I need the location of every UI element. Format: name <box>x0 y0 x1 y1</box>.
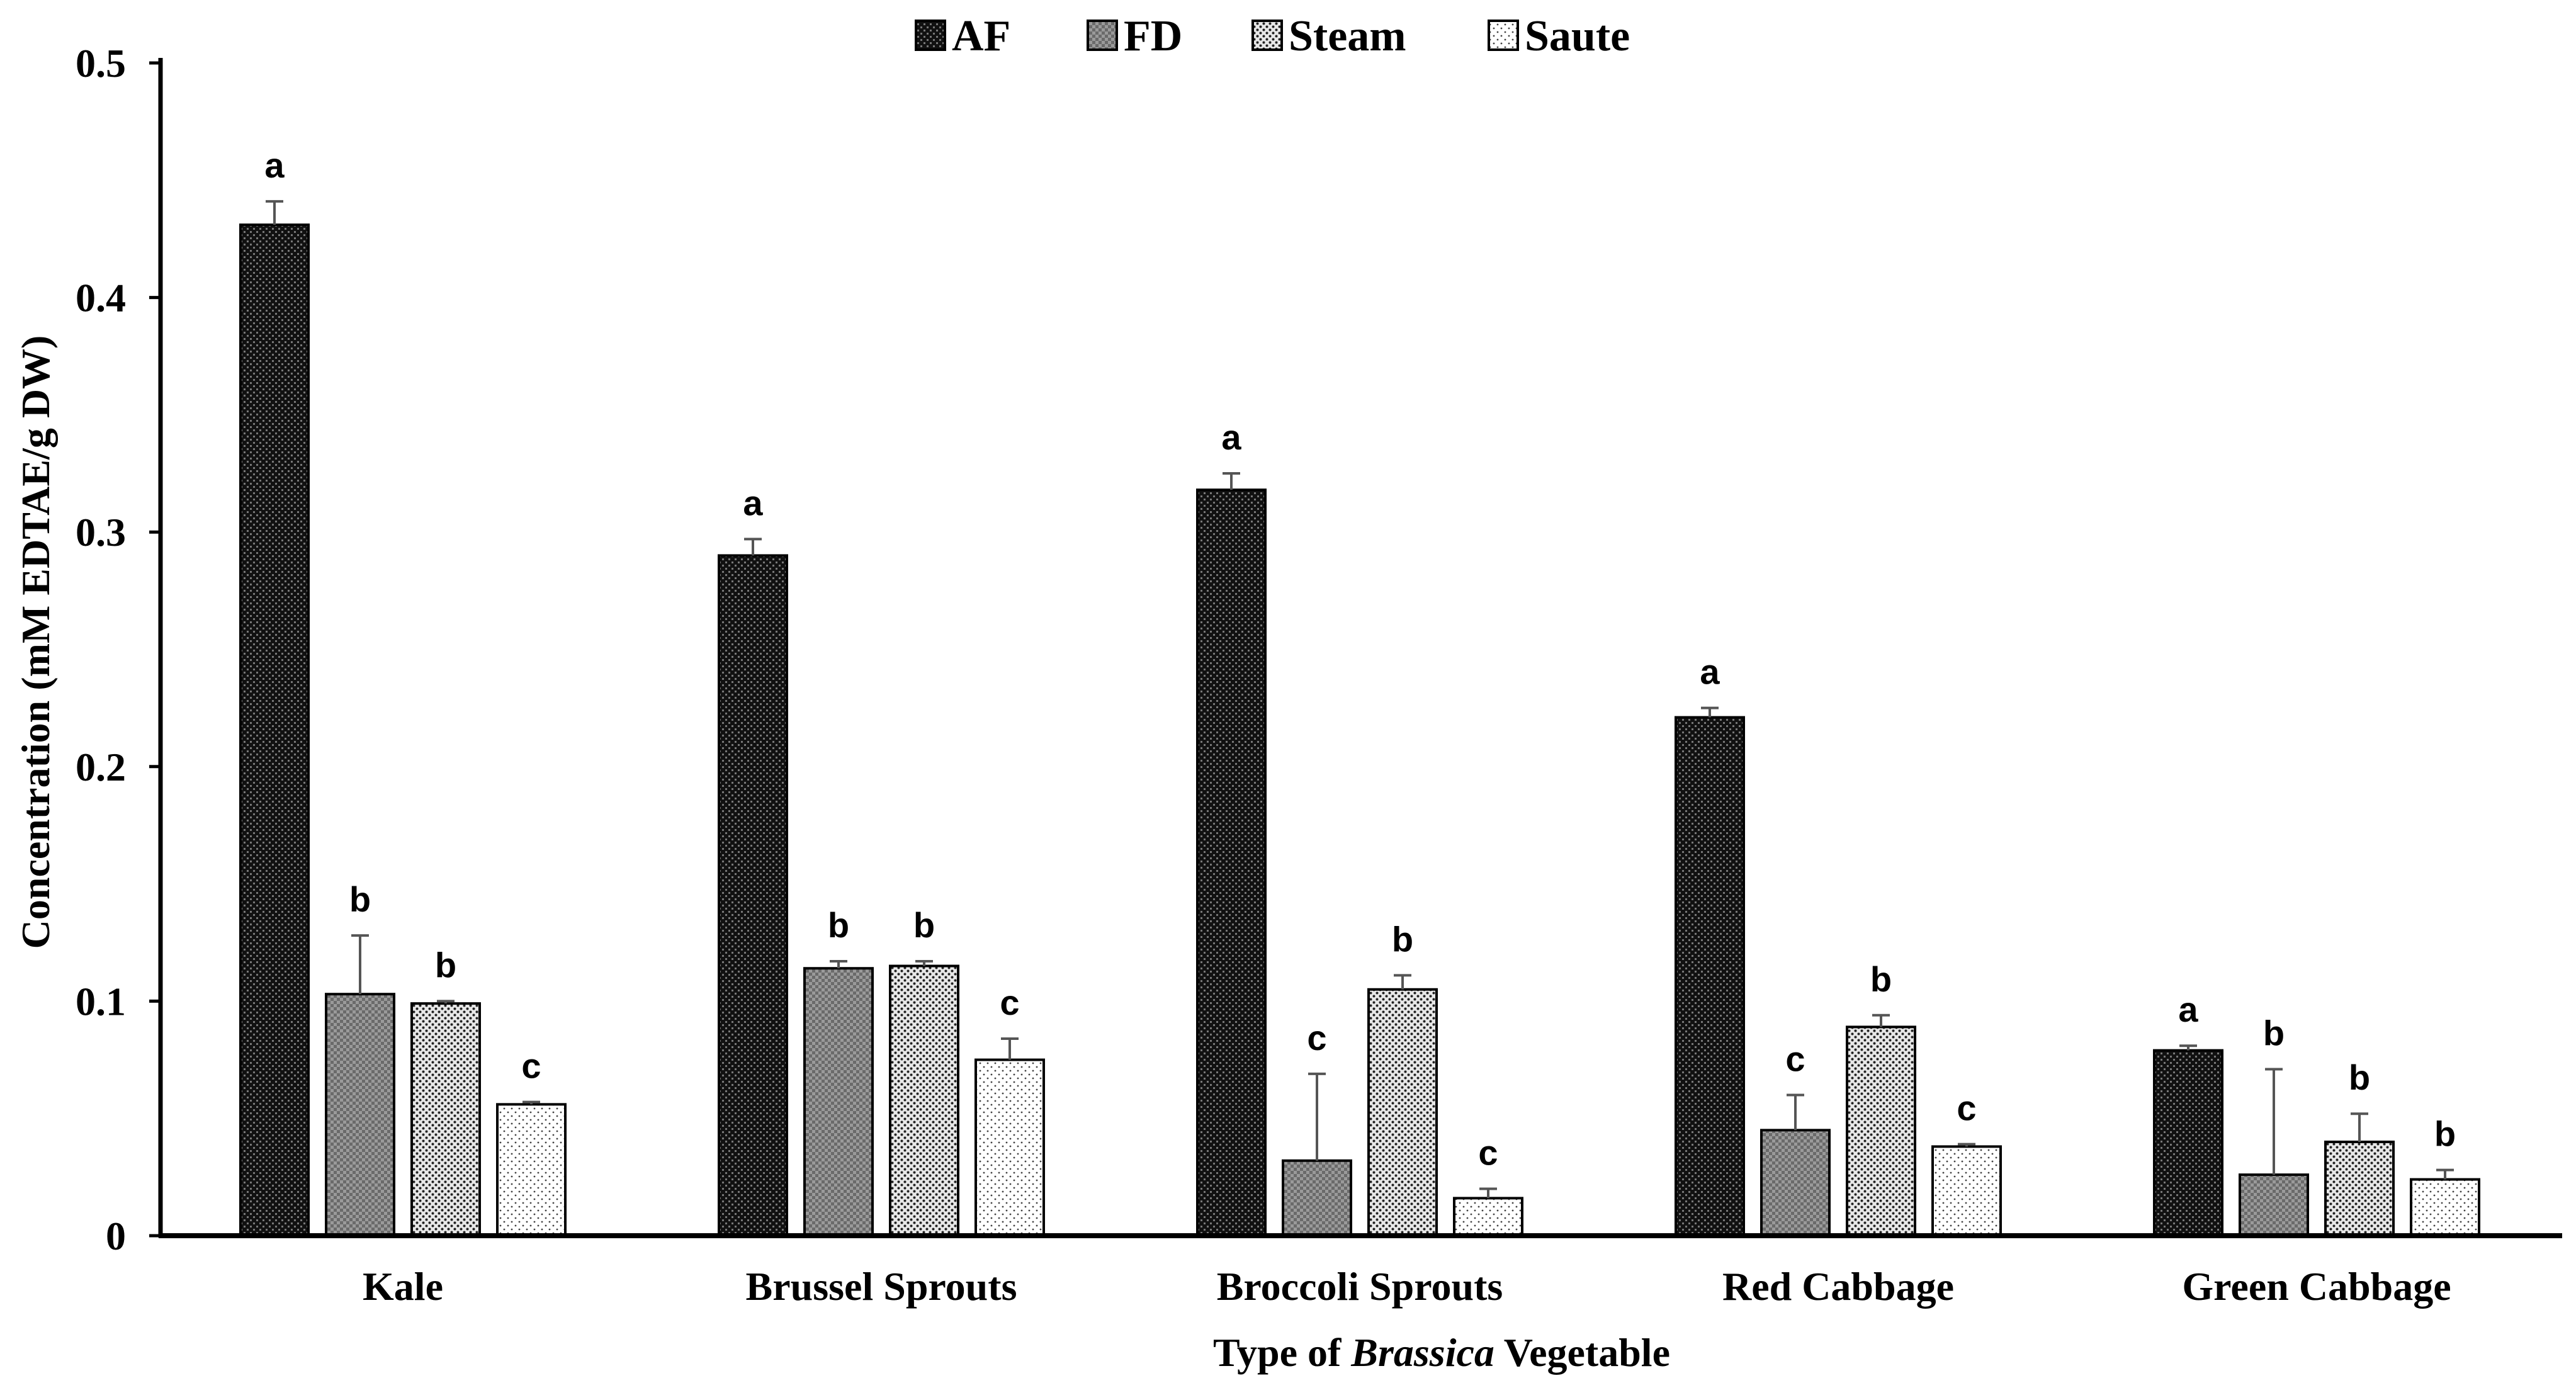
bar-af <box>718 554 788 1238</box>
x-category-label: Red Cabbage <box>1722 1264 1954 1309</box>
significance-letter: a <box>2178 990 2198 1029</box>
legend: AF FD Steam Saute <box>915 12 1630 60</box>
legend-label-fd: FD <box>1124 12 1182 60</box>
significance-letter: b <box>435 945 456 985</box>
legend-item-af: AF <box>915 12 1010 60</box>
significance-letter: b <box>349 879 371 919</box>
significance-letter: a <box>743 483 763 522</box>
bar-saute <box>496 1103 567 1237</box>
significance-letter: c <box>521 1046 541 1086</box>
y-tick-label: 0.5 <box>76 41 126 86</box>
x-category-label: Broccoli Sprouts <box>1217 1264 1503 1309</box>
legend-swatch-steam <box>1251 20 1283 51</box>
bar-fd <box>803 967 874 1237</box>
bar-af <box>239 223 310 1237</box>
significance-letter: a <box>1221 417 1241 457</box>
x-axis-title-prefix: Type of <box>1213 1330 1351 1375</box>
legend-label-af: AF <box>952 12 1010 60</box>
y-tick-label: 0.2 <box>76 745 126 789</box>
bar-af <box>1196 488 1267 1238</box>
x-axis-title-suffix: Vegetable <box>1494 1330 1670 1375</box>
bar-fd <box>1282 1159 1352 1237</box>
significance-letter: c <box>1957 1088 1976 1128</box>
significance-letter: a <box>264 145 285 185</box>
bar-saute <box>1453 1197 1523 1238</box>
legend-label-saute: Saute <box>1525 12 1630 60</box>
bar-steam <box>2324 1140 2395 1237</box>
x-axis-title-italic: Brassica <box>1350 1330 1494 1375</box>
y-tick-label: 0.1 <box>76 979 126 1024</box>
significance-letter: b <box>2434 1114 2456 1154</box>
bar-steam <box>889 964 959 1237</box>
legend-item-fd: FD <box>1087 12 1182 60</box>
significance-letter: c <box>1785 1039 1805 1078</box>
bar-af <box>1675 716 1745 1237</box>
legend-swatch-fd <box>1087 20 1118 51</box>
bar-af <box>2153 1049 2223 1237</box>
significance-letter: c <box>1478 1132 1498 1172</box>
x-category-label: Brussel Sprouts <box>746 1264 1017 1309</box>
significance-letter: c <box>1000 983 1019 1022</box>
significance-letter: b <box>2349 1058 2370 1097</box>
plot-area: 0 0.1 0.2 0.3 0.4 0.5 a b b c Kale a b b c Brussel Spro… <box>76 41 2562 1309</box>
y-tick-label: 0 <box>106 1214 126 1258</box>
legend-swatch-saute <box>1488 20 1519 51</box>
bar-steam <box>1846 1025 1916 1237</box>
significance-letter: b <box>828 905 849 945</box>
bar-fd <box>2239 1173 2309 1238</box>
bar-fd <box>1760 1129 1831 1237</box>
significance-letter: b <box>913 905 935 945</box>
significance-letter: b <box>2263 1013 2285 1053</box>
x-category-label: Kale <box>363 1264 443 1309</box>
bar-steam <box>410 1002 481 1237</box>
legend-item-steam: Steam <box>1251 12 1406 60</box>
significance-letter: b <box>1870 959 1892 999</box>
significance-letter: a <box>1700 652 1720 692</box>
bar-fd <box>325 993 395 1238</box>
significance-letter: c <box>1307 1018 1326 1058</box>
y-axis-title: Concentration (mM EDTAE/g DW) <box>13 336 58 949</box>
significance-letter: b <box>1392 919 1413 959</box>
x-axis-title: Type of Brassica Vegetable <box>1213 1330 1670 1375</box>
x-category-label: Green Cabbage <box>2182 1264 2451 1309</box>
legend-item-saute: Saute <box>1488 12 1630 60</box>
bar-saute <box>2410 1178 2480 1238</box>
y-tick-label: 0.4 <box>76 276 126 320</box>
bar-steam <box>1367 988 1438 1238</box>
legend-swatch-af <box>915 20 946 51</box>
bar-saute <box>1931 1145 2002 1237</box>
legend-label-steam: Steam <box>1289 12 1406 60</box>
bar-saute <box>974 1058 1045 1238</box>
y-tick-label: 0.3 <box>76 510 126 555</box>
